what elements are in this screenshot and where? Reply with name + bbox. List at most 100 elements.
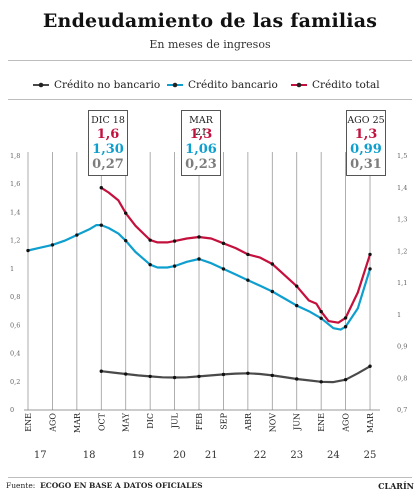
- year-label: 25: [364, 450, 377, 461]
- series-line-cr-dito-total: [100, 186, 372, 324]
- year-label: 18: [83, 450, 96, 461]
- legend-item-no-bancario: Crédito no bancario: [32, 79, 160, 91]
- legend-label-no-bancario: Crédito no bancario: [54, 79, 161, 91]
- data-point: [172, 264, 177, 268]
- data-point: [50, 243, 55, 247]
- left-axis-tick-label: 0,2: [10, 378, 20, 386]
- left-axis-tick-label: 0,4: [10, 350, 20, 358]
- data-point: [99, 223, 103, 227]
- data-point: [270, 373, 274, 378]
- data-point: [246, 252, 250, 257]
- x-tick-label: JUN: [293, 413, 302, 431]
- x-tick-label: DIC: [146, 413, 155, 429]
- x-tick-label: ABR: [244, 412, 253, 432]
- x-tick-label: NOV: [268, 413, 277, 432]
- callout-ago-25: AGO 25 1,3 0,99 0,31: [346, 110, 386, 176]
- data-point: [295, 284, 299, 288]
- data-point: [148, 374, 152, 379]
- callout-total-value: 1,3: [189, 127, 213, 142]
- left-axis-tick-label: 1,4: [10, 208, 20, 216]
- year-label: 22: [254, 450, 267, 461]
- callout-date: AGO 25: [347, 115, 385, 126]
- brand-logo: CLARÍN: [378, 481, 414, 491]
- x-tick-label: OCT: [97, 412, 106, 431]
- chart-title: Endeudamiento de las familias: [42, 10, 378, 32]
- data-point: [319, 380, 323, 384]
- data-point: [197, 257, 201, 261]
- year-label: 17: [34, 450, 47, 461]
- data-point: [99, 369, 103, 373]
- callout-bancario-value: 0,99: [350, 142, 382, 157]
- right-axis-tick-label: 0,9: [397, 343, 407, 351]
- legend: Crédito no bancario Crédito bancario Cré…: [0, 79, 420, 93]
- data-point: [221, 372, 226, 377]
- right-axis-tick-label: 1,2: [397, 247, 407, 255]
- x-tick-label: MAY: [122, 412, 131, 432]
- callout-no-bancario-value: 0,27: [92, 157, 124, 172]
- x-tick-label: ENE: [317, 413, 326, 432]
- data-point: [319, 316, 323, 320]
- legend-label-bancario: Crédito bancario: [188, 79, 278, 91]
- legend-separator: [8, 99, 412, 100]
- data-point: [172, 375, 177, 380]
- top-separator: [8, 60, 412, 61]
- data-point: [246, 278, 250, 282]
- data-point: [368, 364, 372, 368]
- callout-date: DIC 18: [91, 115, 125, 126]
- data-point: [221, 241, 226, 246]
- right-axis-tick-label: 0,7: [397, 406, 407, 414]
- data-point: [148, 262, 152, 267]
- data-point: [75, 233, 79, 237]
- callout-no-bancario-value: 0,31: [350, 157, 382, 172]
- right-axis-tick-label: 0,8: [397, 374, 407, 382]
- legend-label-total: Crédito total: [312, 79, 380, 91]
- data-point: [221, 267, 226, 271]
- callout-bancario-value: 1,30: [92, 142, 124, 157]
- data-point: [343, 325, 348, 329]
- right-axis-tick-label: 1,3: [397, 216, 407, 224]
- data-point: [197, 374, 201, 379]
- left-axis-tick-label: 0: [10, 406, 14, 414]
- left-axis-tick-label: 1,2: [10, 237, 20, 245]
- data-point: [295, 377, 299, 381]
- series-line-cr-dito-bancario: [26, 224, 372, 331]
- legend-item-bancario: Crédito bancario: [166, 79, 278, 91]
- x-tick-label: FEB: [195, 413, 204, 430]
- series-line-cr-dito-no-bancario: [100, 365, 372, 384]
- callout-no-bancario-value: 0,23: [185, 157, 217, 172]
- data-point: [368, 267, 372, 271]
- right-axis-tick-label: 1,4: [397, 184, 407, 192]
- data-point: [270, 289, 274, 294]
- footer-separator: [8, 477, 412, 478]
- right-axis-tick-label: 1,1: [397, 279, 407, 287]
- right-axis-tick-label: 1,5: [397, 152, 407, 160]
- callout-total-value: 1,3: [354, 127, 378, 142]
- year-label: 20: [173, 450, 186, 461]
- data-point: [124, 238, 128, 243]
- callout-total-value: 1,6: [96, 127, 120, 142]
- data-point: [172, 239, 177, 243]
- footer: Fuente: ECOGO EN BASE A DATOS OFICIALES …: [6, 481, 414, 491]
- right-axis-tick-label: 1: [397, 311, 401, 319]
- data-point: [148, 238, 152, 242]
- data-point: [295, 303, 299, 308]
- year-label: 24: [327, 450, 340, 461]
- x-tick-label: AGO: [342, 413, 351, 433]
- data-point: [343, 377, 348, 382]
- data-point: [270, 262, 274, 266]
- callout-date: MAR 21: [189, 115, 213, 138]
- x-tick-label: AGO: [48, 413, 57, 433]
- callout-dic-18: DIC 18 1,6 1,30 0,27: [88, 110, 128, 176]
- data-point: [246, 371, 250, 376]
- legend-line-no-bancario-icon: [33, 82, 49, 88]
- x-tick-label: MAR: [366, 412, 375, 433]
- data-point: [319, 309, 323, 314]
- chart-subtitle: En meses de ingresos: [149, 38, 271, 51]
- source-note: Fuente: ECOGO EN BASE A DATOS OFICIALES: [6, 481, 203, 490]
- year-label: 23: [290, 450, 303, 461]
- legend-item-total: Crédito total: [290, 79, 380, 91]
- left-axis-tick-label: 1,6: [10, 180, 20, 188]
- x-tick-label: MAR: [73, 412, 82, 433]
- left-axis-tick-label: 1,8: [10, 152, 20, 160]
